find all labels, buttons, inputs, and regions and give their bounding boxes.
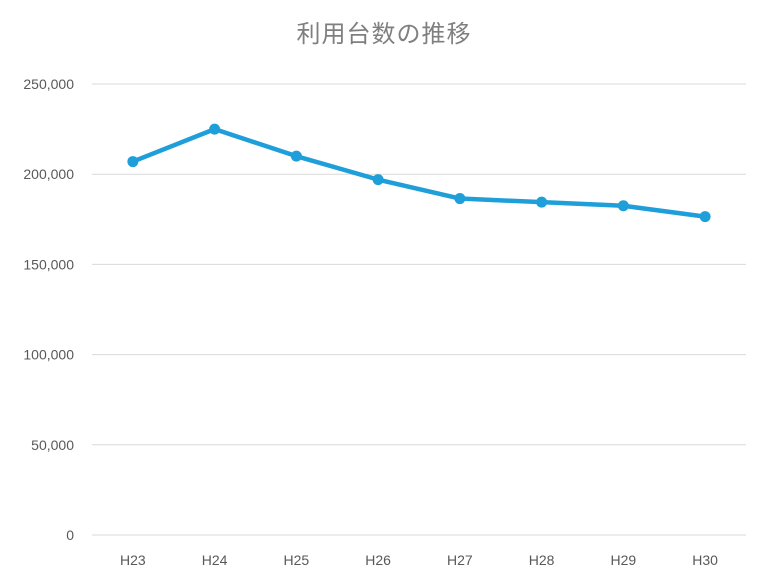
series-line xyxy=(130,126,708,219)
gridlines xyxy=(92,83,746,536)
y-tick-label: 100,000 xyxy=(23,347,74,363)
x-tick-label: H23 xyxy=(120,552,146,568)
data-point xyxy=(127,156,139,168)
data-point xyxy=(454,193,466,205)
data-point xyxy=(290,150,302,162)
x-tick-label: H26 xyxy=(365,552,391,568)
data-point xyxy=(536,196,548,208)
y-axis-ticks: 0 50,000 100,000 150,000 200,000 250,000 xyxy=(23,76,74,543)
x-tick-label: H28 xyxy=(529,552,555,568)
chart-title: 利用台数の推移 xyxy=(296,20,472,48)
x-tick-label: H29 xyxy=(611,552,637,568)
data-point xyxy=(209,123,221,135)
data-point xyxy=(699,211,711,223)
data-point xyxy=(372,174,384,186)
x-tick-label: H30 xyxy=(692,552,718,568)
y-tick-label: 200,000 xyxy=(23,166,74,182)
y-tick-label: 250,000 xyxy=(23,76,74,92)
x-axis-ticks: H23 H24 H25 H26 H27 H28 H29 H30 xyxy=(120,552,718,568)
y-tick-label: 50,000 xyxy=(31,437,74,453)
x-tick-label: H24 xyxy=(202,552,228,568)
x-tick-label: H25 xyxy=(284,552,310,568)
x-tick-label: H27 xyxy=(447,552,473,568)
data-point xyxy=(617,200,629,212)
series-layer xyxy=(127,123,711,223)
y-tick-label: 0 xyxy=(66,527,74,543)
y-tick-label: 150,000 xyxy=(23,256,74,272)
